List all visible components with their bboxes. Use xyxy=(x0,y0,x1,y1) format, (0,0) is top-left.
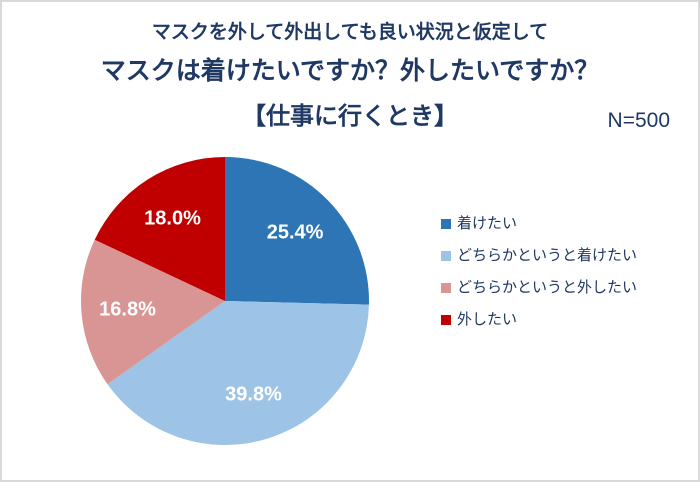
sample-size-label: N=500 xyxy=(607,109,670,132)
pie-data-label-2: 39.8% xyxy=(225,384,282,406)
legend-item-4: 外したい xyxy=(441,310,637,329)
legend-label: 外したい xyxy=(457,311,518,328)
chart-context-label: 【仕事に行くとき】 xyxy=(242,103,458,130)
pie-slice-4 xyxy=(94,157,225,301)
pie-data-label-3: 16.8% xyxy=(99,299,156,321)
pie-slice-1 xyxy=(225,157,369,305)
legend-item-2: どちらかというと着けたい xyxy=(441,246,637,265)
pie-data-label-1: 25.4% xyxy=(267,222,324,244)
legend-swatch-icon xyxy=(441,218,451,229)
legend-swatch-icon xyxy=(441,250,451,261)
chart-subtitle: マスクを外して外出しても良い状況と仮定して xyxy=(151,22,549,43)
legend-swatch-icon xyxy=(441,282,451,293)
pie-slices xyxy=(80,157,369,445)
legend-label: どちらかというと外したい xyxy=(457,279,638,296)
legend-item-1: 着けたい xyxy=(441,214,637,233)
pie-slice-3 xyxy=(80,239,226,385)
legend-label: どちらかというと着けたい xyxy=(457,247,638,264)
chart-legend: 着けたいどちらかというと着けたい どちらかというと外したい 外したい xyxy=(441,214,637,329)
legend-label: 着けたい xyxy=(457,215,518,232)
chart-title: マスクは着けたいですか？外したいですか？ xyxy=(100,57,600,85)
legend-swatch-icon xyxy=(441,314,451,325)
pie-data-label-4: 18.0% xyxy=(144,207,201,229)
legend-item-3: どちらかというと外したい xyxy=(441,278,637,297)
pie-data-labels: 25.4% 39.8% 16.8% 18.0% xyxy=(99,207,324,405)
pie-slice-2 xyxy=(107,301,369,445)
